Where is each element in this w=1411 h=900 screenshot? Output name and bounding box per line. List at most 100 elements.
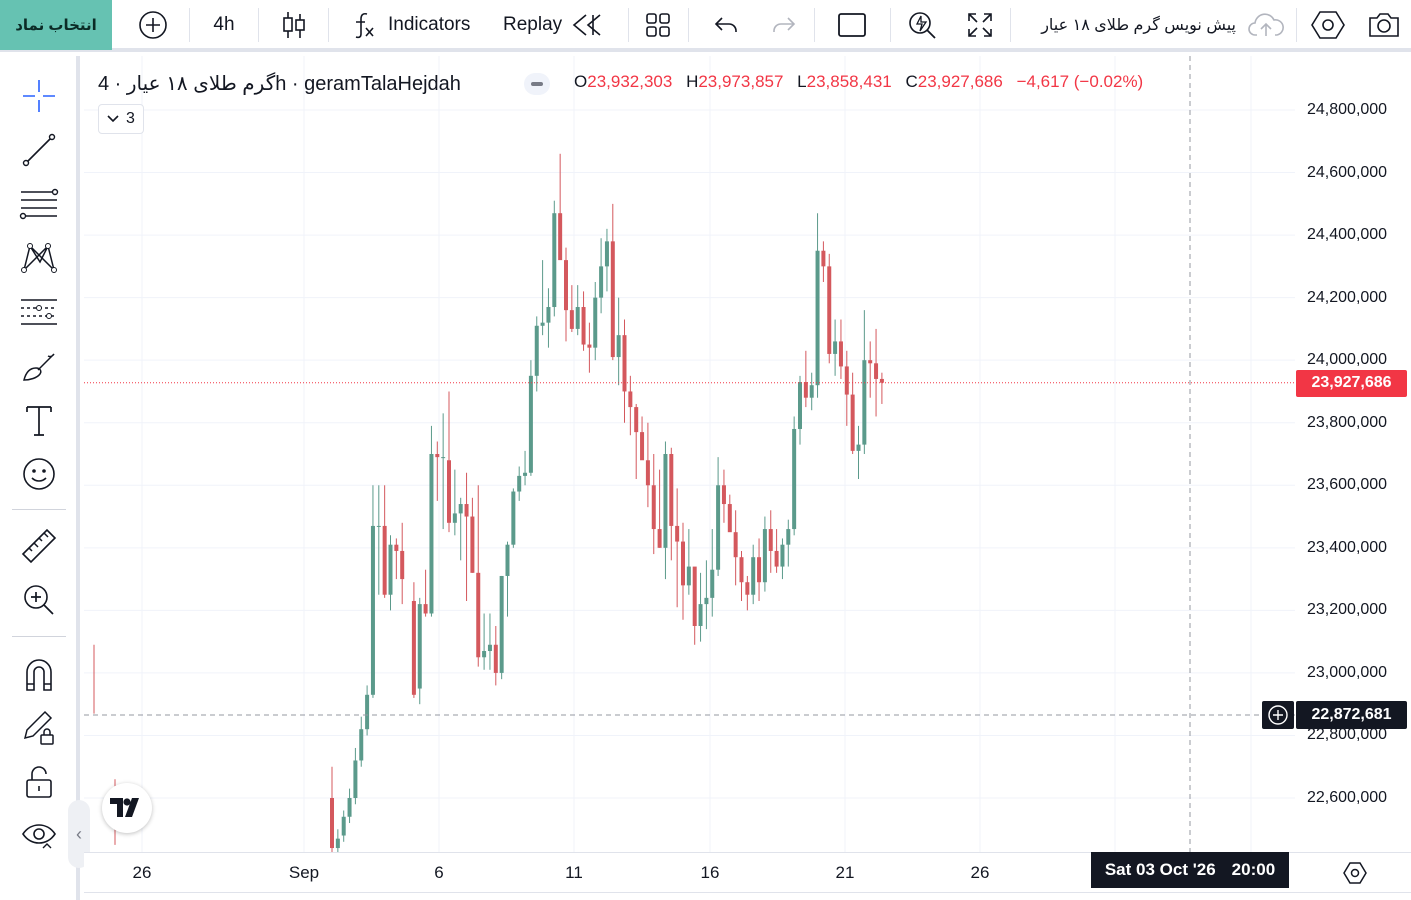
candle-body xyxy=(809,385,814,398)
measure-tool[interactable] xyxy=(14,524,64,568)
candle-body xyxy=(663,454,668,548)
candle-body xyxy=(727,504,732,533)
brush-tool[interactable] xyxy=(14,344,64,388)
candle-body xyxy=(593,297,598,348)
chart-pane[interactable] xyxy=(84,56,1295,852)
add-alert-button[interactable] xyxy=(1262,701,1294,729)
candle-body xyxy=(376,525,381,527)
candle-body xyxy=(487,644,492,652)
last-price-badge: 23,927,686 xyxy=(1296,369,1407,397)
toolbar-divider xyxy=(1010,8,1011,42)
candle-body xyxy=(400,550,405,580)
minus-icon xyxy=(531,82,543,86)
add-symbol-button[interactable] xyxy=(128,0,178,50)
price-tick-label: 24,200,000 xyxy=(1307,288,1388,306)
candle-body xyxy=(599,266,604,298)
time-tick-label: 16 xyxy=(700,863,720,882)
crosshair-date: Sat 03 Oct '26 xyxy=(1104,860,1216,879)
layout-button[interactable] xyxy=(636,0,680,50)
crosshair-icon xyxy=(23,80,55,112)
price-tick-label: 23,400,000 xyxy=(1307,538,1388,556)
candle-body xyxy=(675,525,680,542)
candle-body xyxy=(341,816,346,836)
candle-body xyxy=(447,460,451,523)
candle-body xyxy=(581,307,586,345)
candle-body xyxy=(575,307,580,329)
candle-body xyxy=(499,575,504,673)
chevron-left-icon: ‹ xyxy=(76,823,82,844)
candle-body xyxy=(786,529,791,545)
fullscreen-button[interactable] xyxy=(958,0,1002,50)
chart-type-button[interactable] xyxy=(268,0,320,50)
undo-icon xyxy=(714,17,737,32)
replay-label: Replay xyxy=(503,14,563,35)
legend-title[interactable]: گرم طلای ۱۸ عیار · 4h · geramTalaHejdah xyxy=(98,72,461,95)
candle-body xyxy=(569,310,574,329)
lock-drawing-tool[interactable] xyxy=(14,706,64,750)
legend-collapse-button[interactable] xyxy=(524,73,550,95)
candle-body xyxy=(651,485,656,530)
candle-body xyxy=(587,344,592,348)
price-tick-label: 23,000,000 xyxy=(1307,663,1388,681)
fx-icon xyxy=(355,12,374,39)
candle-body xyxy=(558,213,563,261)
hide-toolbar-button[interactable]: ‹ xyxy=(68,800,90,868)
tradingview-logo[interactable] xyxy=(102,783,152,833)
chart-canvas[interactable] xyxy=(84,56,1295,852)
candle-body xyxy=(827,266,832,354)
toolbar-divider xyxy=(12,636,66,637)
price-tick-label: 24,800,000 xyxy=(1307,101,1388,118)
candle-body xyxy=(733,532,738,558)
toolbar-divider xyxy=(258,8,259,42)
undo-button[interactable] xyxy=(706,0,746,50)
crosshair-tool[interactable] xyxy=(14,74,64,118)
layout-name[interactable]: پیش نویس گرم طلای ۱۸ عیار xyxy=(1041,17,1236,34)
hide-drawings-tool[interactable] xyxy=(14,814,64,858)
redo-button[interactable] xyxy=(764,0,804,50)
plus-circle-icon xyxy=(1268,705,1288,725)
lock-all-tool[interactable] xyxy=(14,760,64,804)
zoom-in-icon xyxy=(24,585,54,615)
price-tick-label: 24,400,000 xyxy=(1307,226,1388,244)
fullscreen-icon xyxy=(968,13,992,37)
add-symbol-icon xyxy=(139,11,167,39)
pattern-tool[interactable] xyxy=(14,236,64,280)
time-tick-label: 26 xyxy=(970,863,990,882)
quick-search-button[interactable] xyxy=(900,0,944,50)
candle-body xyxy=(669,454,674,526)
emoji-tool[interactable] xyxy=(14,452,64,496)
candle-body xyxy=(523,472,528,476)
candle-body xyxy=(552,213,557,308)
zoom-tool[interactable] xyxy=(14,578,64,622)
price-tick-label: 23,800,000 xyxy=(1307,413,1388,431)
candle-body xyxy=(622,335,627,392)
candle-body xyxy=(534,325,539,376)
fib-tool[interactable] xyxy=(14,182,64,226)
text-tool[interactable] xyxy=(14,398,64,442)
indicators-button[interactable]: Indicators xyxy=(340,0,490,50)
trend-line-tool[interactable] xyxy=(14,128,64,172)
magnet-tool[interactable] xyxy=(14,652,64,696)
text-icon xyxy=(26,406,52,436)
settings-button[interactable] xyxy=(1306,0,1350,50)
candle-body xyxy=(382,525,387,595)
low-key: L xyxy=(797,72,807,91)
prediction-tool[interactable] xyxy=(14,290,64,334)
price-axis[interactable]: 24,800,000 24,600,000 24,400,000 24,200,000… xyxy=(1295,56,1411,852)
interval-button[interactable]: 4h xyxy=(213,14,235,35)
low-value: 23,858,431 xyxy=(806,72,892,91)
cloud-save-button[interactable] xyxy=(1244,0,1288,50)
object-tree-button[interactable] xyxy=(830,0,874,50)
pattern-icon xyxy=(21,243,57,273)
candle-body xyxy=(353,760,358,798)
snapshot-button[interactable] xyxy=(1362,0,1406,50)
indicators-toggle[interactable]: 3 xyxy=(98,104,144,134)
axis-settings-button[interactable] xyxy=(1337,860,1373,886)
replay-button[interactable]: Replay xyxy=(496,0,622,50)
toolbar-divider xyxy=(688,8,689,42)
symbol-search-button[interactable]: انتخاب نماد xyxy=(0,0,112,50)
price-tick-label: 22,600,000 xyxy=(1307,789,1388,806)
drawing-toolbar xyxy=(0,56,80,900)
camera-icon xyxy=(1369,13,1399,37)
